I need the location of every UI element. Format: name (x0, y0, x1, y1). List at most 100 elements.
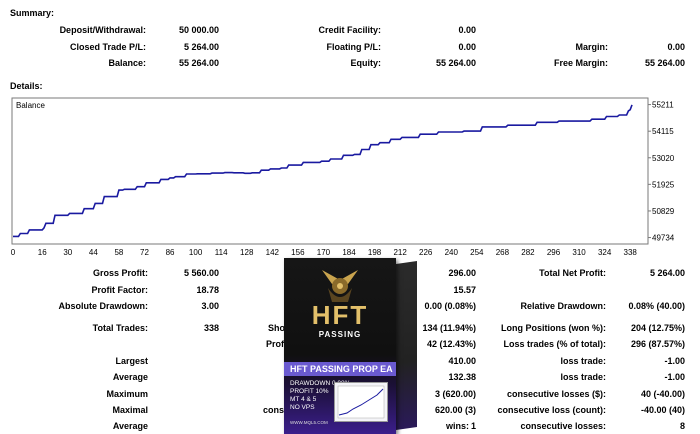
deposit-label: Deposit/Withdrawal: (59, 25, 146, 35)
mid-value-8: 3 (620.00) (434, 389, 476, 399)
total-trades-value: 338 (203, 323, 219, 333)
mid-value-7: 132.38 (448, 372, 476, 382)
fine-print: WWW.MQL5.COM (290, 420, 328, 425)
deposit-value: 50 000.00 (178, 25, 219, 35)
product-title: HFT PASSING PROP EA (290, 364, 393, 374)
balance-chart: Balance 55211 54115 53020 51925 50829 49734 (11, 97, 675, 245)
x-tick-label: 338 (623, 248, 637, 257)
abs-drawdown-value: 3.00 (201, 301, 219, 311)
x-tick-label: 114 (214, 248, 228, 257)
maximal-consec-loss-value: -40.00 (40) (640, 405, 685, 415)
mid-value-3: 0.00 (0.08%) (424, 301, 476, 311)
mini-chart-icon (334, 382, 388, 422)
rel-drawdown-value: 0.08% (40.00) (628, 301, 685, 311)
x-tick-label: 16 (37, 248, 47, 257)
product-logo: HFT (311, 300, 369, 330)
x-tick-label: 226 (419, 248, 433, 257)
average-label: Average (112, 372, 148, 382)
y-tick-label: 54115 (652, 127, 674, 136)
largest-loss-label: loss trade: (560, 356, 606, 366)
x-tick-label: 44 (88, 248, 98, 257)
free-margin-value: 55 264.00 (644, 58, 685, 68)
wins-label: wins: (446, 421, 470, 431)
x-tick-label: 324 (597, 248, 612, 257)
long-positions-label: Long Positions (won %): (501, 323, 606, 333)
x-tick-label: 170 (316, 248, 331, 257)
largest-label: Largest (115, 356, 148, 366)
long-positions-value: 204 (12.75%) (630, 323, 685, 333)
net-profit-value: 5 264.00 (649, 268, 685, 278)
x-tick-label: 30 (63, 248, 73, 257)
mid-value-2: 15.57 (453, 285, 476, 295)
x-tick-label: 100 (188, 248, 203, 257)
summary-title: Summary: (10, 8, 55, 18)
average2-label: Average (112, 421, 148, 431)
product-box: HFT PASSING HFT PASSING PROP EA DRAWDOWN… (284, 258, 417, 434)
average-loss-label: loss trade: (560, 372, 606, 382)
free-margin-label: Free Margin: (553, 58, 608, 68)
mid-value-1: 296.00 (448, 268, 476, 278)
loss-trades-value: 296 (87.57%) (630, 339, 685, 349)
feature-platform: MT 4 & 5 (290, 396, 317, 403)
feature-drawdown: DRAWDOWN 0.08% (290, 380, 351, 387)
credit-label: Credit Facility: (318, 25, 381, 35)
x-tick-label: 296 (546, 248, 561, 257)
product-title-bar (284, 362, 396, 376)
largest-loss-value: -1.00 (664, 356, 685, 366)
equity-value: 55 264.00 (435, 58, 476, 68)
max-consec-losses-value: 40 (-40.00) (640, 389, 685, 399)
maximal-label: Maximal (112, 405, 148, 415)
x-tick-label: 240 (444, 248, 458, 257)
x-tick-label: 268 (495, 248, 510, 257)
short-label: Sho (268, 323, 285, 333)
balance-line (13, 104, 633, 238)
profit-factor-label: Profit Factor: (91, 285, 148, 295)
product-box-side (396, 261, 417, 430)
mid-value-9: 620.00 (3) (434, 405, 476, 415)
total-trades-label: Total Trades: (92, 323, 148, 333)
product-logo-sub: PASSING (318, 330, 362, 339)
details-title: Details: (10, 81, 43, 91)
y-tick-label: 53020 (652, 154, 675, 163)
margin-value: 0.00 (667, 42, 685, 52)
profit-factor-value: 18.78 (196, 285, 219, 295)
abs-drawdown-label: Absolute Drawdown: (58, 301, 149, 311)
x-tick-label: 184 (342, 248, 356, 257)
net-profit-label: Total Net Profit: (539, 268, 606, 278)
x-tick-label: 282 (521, 248, 535, 257)
equity-label: Equity: (350, 58, 382, 68)
mid-value-5: 42 (12.43%) (426, 339, 476, 349)
balance-label: Balance: (108, 58, 146, 68)
credit-value: 0.00 (458, 25, 476, 35)
x-tick-label: 128 (240, 248, 254, 257)
feature-vps: NO VPS (290, 404, 315, 411)
y-tick-label: 50829 (652, 207, 675, 216)
y-tick-label: 49734 (652, 234, 675, 243)
average-loss-value: -1.00 (664, 372, 685, 382)
avg-consec-losses-label: consecutive losses: (520, 421, 606, 431)
x-tick-label: 254 (470, 248, 484, 257)
balance-value: 55 264.00 (178, 58, 219, 68)
gross-profit-value: 5 560.00 (183, 268, 219, 278)
gross-profit-label: Gross Profit: (92, 268, 148, 278)
feature-profit: PROFIT 10% (290, 388, 329, 395)
x-tick-label: 86 (165, 248, 175, 257)
maximum-label: Maximum (106, 389, 148, 399)
x-tick-label: 156 (291, 248, 305, 257)
closed-pl-value: 5 264.00 (183, 42, 219, 52)
x-tick-label: 142 (265, 248, 279, 257)
profit-trades-label: Profi (266, 339, 287, 349)
mid-value-10: 1 (470, 421, 476, 431)
floating-value: 0.00 (458, 42, 476, 52)
loss-trades-label: Loss trades (% of total): (503, 339, 606, 349)
consec-label: conse (263, 405, 290, 415)
rel-drawdown-label: Relative Drawdown: (520, 301, 606, 311)
margin-label: Margin: (575, 42, 609, 52)
floating-label: Floating P/L: (326, 42, 382, 52)
x-tick-label: 212 (393, 248, 407, 257)
x-tick-label: 72 (140, 248, 149, 257)
y-tick-label: 51925 (652, 180, 675, 189)
chart-title: Balance (16, 101, 45, 110)
mid-value-4: 134 (11.94%) (422, 323, 476, 333)
x-tick-label: 310 (572, 248, 586, 257)
